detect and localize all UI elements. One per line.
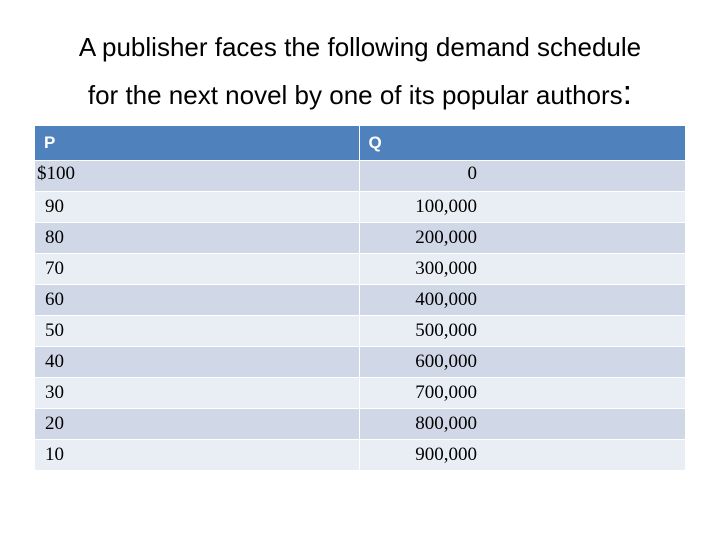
table-row: 50 500,000 bbox=[35, 314, 685, 346]
header-quantity: Q bbox=[359, 126, 685, 160]
table-row: 90 100,000 bbox=[35, 190, 685, 222]
quantity-cell: 800,000 bbox=[359, 407, 685, 439]
table-row: 80 200,000 bbox=[35, 221, 685, 253]
quantity-cell: 200,000 bbox=[359, 221, 685, 253]
quantity-cell: 400,000 bbox=[359, 283, 685, 315]
slide-title: A publisher faces the following demand s… bbox=[20, 24, 700, 118]
price-cell: 30 bbox=[35, 376, 360, 408]
table-header-row: P Q bbox=[35, 126, 685, 160]
table-row: 30 700,000 bbox=[35, 376, 685, 408]
title-line-1: A publisher faces the following demand s… bbox=[78, 32, 642, 62]
table-row: 70 300,000 bbox=[35, 252, 685, 284]
price-cell: $100 bbox=[35, 159, 360, 191]
quantity-cell: 600,000 bbox=[359, 345, 685, 377]
price-cell: 10 bbox=[35, 438, 360, 470]
quantity-cell: 0 bbox=[359, 159, 685, 191]
table-row: 20 800,000 bbox=[35, 407, 685, 439]
price-cell: 80 bbox=[35, 221, 360, 253]
price-cell: 70 bbox=[35, 252, 360, 284]
quantity-cell: 500,000 bbox=[359, 314, 685, 346]
header-price: P bbox=[35, 126, 360, 160]
price-cell: 40 bbox=[35, 345, 360, 377]
quantity-cell: 900,000 bbox=[359, 438, 685, 470]
title-line-2: for the next novel by one of its popular… bbox=[20, 70, 700, 118]
price-cell: 50 bbox=[35, 314, 360, 346]
price-cell: 90 bbox=[35, 190, 360, 222]
quantity-cell: 300,000 bbox=[359, 252, 685, 284]
quantity-cell: 100,000 bbox=[359, 190, 685, 222]
demand-schedule-table: P Q $100 0 90 100,000 80 200,000 70 300,… bbox=[35, 126, 685, 470]
table-row: 60 400,000 bbox=[35, 283, 685, 315]
title-line-2-text: for the next novel by one of its popular… bbox=[87, 80, 623, 110]
table-row: $100 0 bbox=[35, 159, 685, 191]
table-row: 40 600,000 bbox=[35, 345, 685, 377]
table-row: 10 900,000 bbox=[35, 438, 685, 470]
quantity-cell: 700,000 bbox=[359, 376, 685, 408]
title-colon: : bbox=[622, 74, 633, 112]
price-cell: 60 bbox=[35, 283, 360, 315]
price-cell: 20 bbox=[35, 407, 360, 439]
